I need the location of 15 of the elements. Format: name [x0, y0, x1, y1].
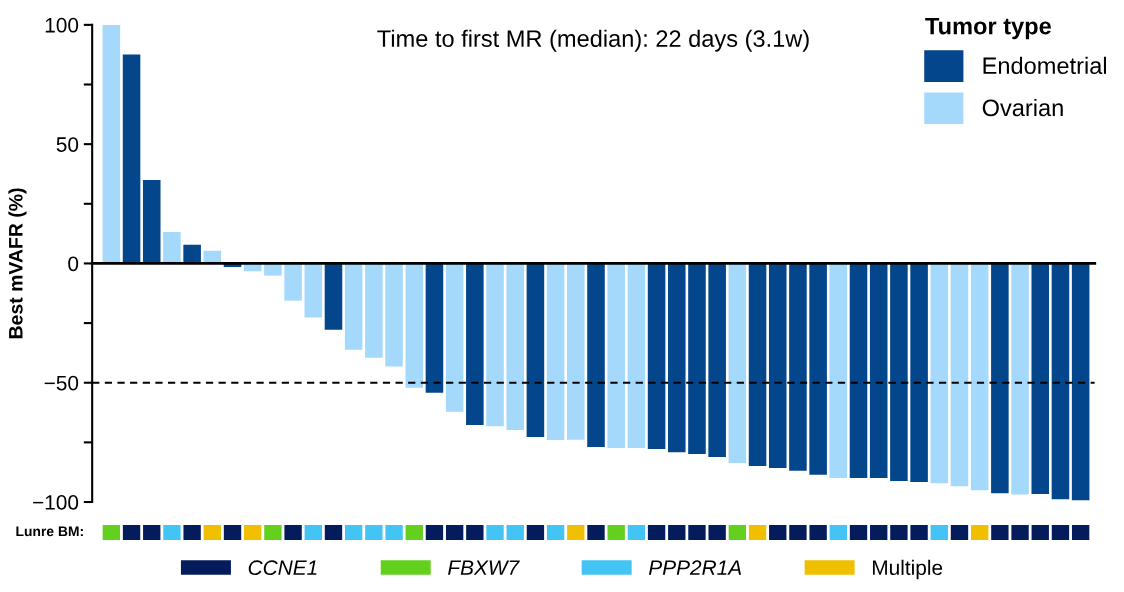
legend-label: PPP2R1A [648, 560, 741, 575]
y-tick-label: −100 [33, 495, 79, 510]
legend-label: FBXW7 [448, 560, 520, 575]
y-tick-label: 50 [56, 137, 79, 152]
legend-label: CCNE1 [248, 560, 317, 576]
legend-title: Tumor type [925, 17, 1051, 40]
chart-title: Time to first MR (median): 22 days (3.1w) [377, 29, 809, 52]
y-axis-title: Best mVAFR (%) [8, 188, 27, 339]
y-tick-label: 100 [45, 17, 79, 33]
y-axis-title: Lunre BM: [16, 526, 83, 537]
y-tick-label: −50 [44, 375, 79, 391]
legend-label: Ovarian [982, 98, 1063, 117]
legend-label: Endometrial [983, 56, 1107, 75]
legend-label: Multiple [872, 559, 943, 580]
y-tick-label: 0 [68, 256, 79, 272]
